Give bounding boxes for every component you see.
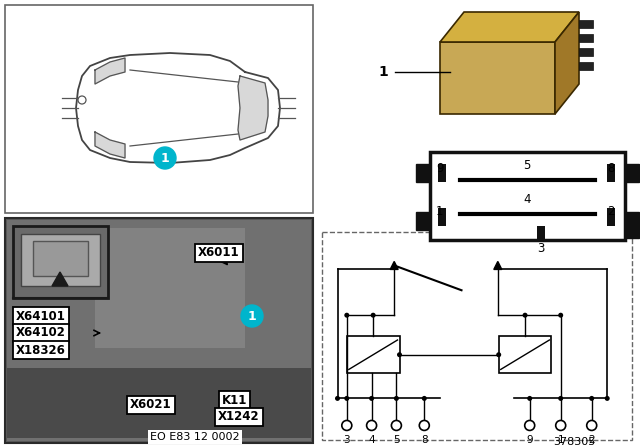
Bar [625, 212, 639, 230]
Bar [416, 164, 430, 182]
Polygon shape [440, 12, 579, 42]
Text: 9: 9 [436, 162, 444, 175]
Polygon shape [555, 12, 579, 114]
Circle shape [78, 96, 86, 104]
Text: X64102: X64102 [16, 327, 66, 340]
Circle shape [394, 396, 399, 401]
Bar [5, 5, 313, 213]
Bar [95, 228, 245, 348]
Polygon shape [52, 272, 68, 286]
Text: X6011: X6011 [198, 246, 239, 259]
Text: X6021: X6021 [130, 399, 172, 412]
Circle shape [392, 420, 401, 431]
Circle shape [522, 313, 527, 318]
Circle shape [556, 420, 566, 431]
Circle shape [525, 420, 534, 431]
Polygon shape [238, 76, 268, 140]
Text: 3: 3 [344, 435, 350, 445]
Text: 1: 1 [161, 151, 170, 164]
Polygon shape [440, 42, 555, 114]
Circle shape [397, 352, 402, 357]
Text: 2: 2 [607, 205, 615, 218]
Text: 4: 4 [368, 435, 375, 445]
Polygon shape [95, 58, 125, 84]
Text: K11: K11 [222, 393, 248, 406]
Circle shape [369, 396, 374, 401]
Bar [579, 34, 593, 42]
Bar [579, 62, 593, 70]
Polygon shape [76, 53, 280, 163]
Text: 9: 9 [526, 435, 533, 445]
Polygon shape [390, 262, 398, 269]
Bar [33, 241, 88, 276]
Bar [5, 218, 313, 443]
Circle shape [154, 147, 176, 169]
Polygon shape [494, 262, 502, 269]
Circle shape [342, 420, 352, 431]
Circle shape [344, 313, 349, 318]
Circle shape [344, 396, 349, 401]
Bar [438, 164, 446, 182]
Bar [21, 234, 100, 286]
Text: 1: 1 [378, 65, 388, 79]
Text: EO E83 12 0002: EO E83 12 0002 [150, 432, 240, 442]
Text: X64101: X64101 [16, 310, 66, 323]
Bar [13, 226, 108, 298]
Text: 8: 8 [421, 435, 428, 445]
Text: 4: 4 [524, 193, 531, 206]
Text: 1: 1 [248, 310, 257, 323]
Bar [438, 208, 446, 226]
Circle shape [558, 396, 563, 401]
Text: 3: 3 [538, 242, 545, 255]
Text: 5: 5 [524, 159, 531, 172]
Polygon shape [95, 132, 125, 158]
Text: 5: 5 [393, 435, 400, 445]
Circle shape [605, 396, 610, 401]
Text: 378305: 378305 [553, 437, 595, 447]
Text: 1: 1 [436, 205, 444, 218]
Bar [625, 164, 639, 182]
Circle shape [587, 420, 596, 431]
Circle shape [371, 313, 376, 318]
Circle shape [367, 420, 376, 431]
Text: X1242: X1242 [218, 410, 260, 423]
Bar [607, 208, 615, 226]
Circle shape [589, 396, 594, 401]
Bar [7, 220, 311, 441]
Bar [416, 212, 430, 230]
Circle shape [527, 396, 532, 401]
Circle shape [496, 352, 501, 357]
Text: 2: 2 [588, 435, 595, 445]
Bar [430, 152, 625, 240]
Bar [7, 368, 311, 438]
Bar [347, 336, 399, 374]
Bar [579, 20, 593, 28]
Bar [625, 224, 639, 238]
Bar [537, 226, 545, 240]
Circle shape [422, 396, 427, 401]
Text: 8: 8 [607, 162, 615, 175]
Bar [499, 336, 552, 374]
Circle shape [241, 305, 263, 327]
Bar [579, 48, 593, 56]
Circle shape [335, 396, 340, 401]
Circle shape [419, 420, 429, 431]
Text: 1: 1 [557, 435, 564, 445]
Bar [322, 232, 632, 440]
Bar [607, 164, 615, 182]
Text: X18326: X18326 [16, 344, 66, 357]
Circle shape [558, 313, 563, 318]
